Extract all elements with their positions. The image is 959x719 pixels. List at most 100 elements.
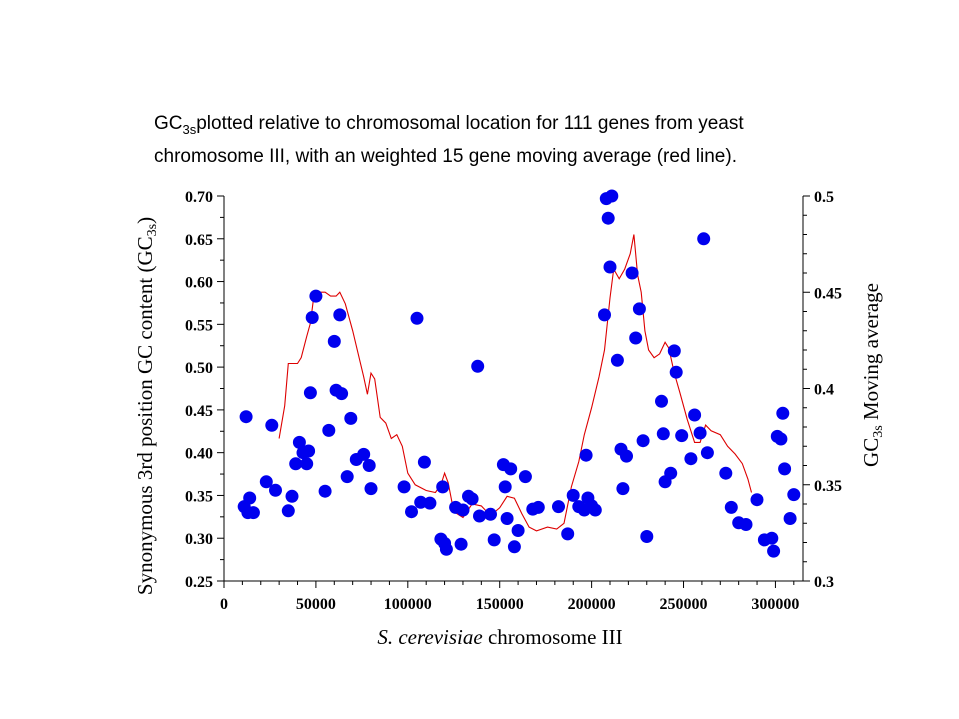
data-point xyxy=(259,475,273,489)
data-point xyxy=(340,470,354,484)
x-tick-label: 50000 xyxy=(296,596,336,613)
y-tick-label: 0.30 xyxy=(185,531,213,548)
data-point xyxy=(246,506,260,520)
y-axis-left-title: Synonymous 3rd position GC content (GC3s… xyxy=(133,217,160,595)
data-point xyxy=(610,353,624,367)
data-point xyxy=(507,540,521,554)
data-point xyxy=(439,542,453,556)
x-axis-title-rest: chromosome III xyxy=(483,625,623,649)
x-axis-title: S. cerevisiae chromosome III xyxy=(377,625,622,649)
y-tick-label: 0.55 xyxy=(185,317,213,334)
data-point xyxy=(776,406,790,420)
data-point xyxy=(629,331,643,345)
data-point xyxy=(265,418,279,432)
chart-title-gc-subscript: 3s xyxy=(182,121,197,137)
y-axis-left-title-main: Synonymous 3rd position GC content (GC xyxy=(133,236,157,595)
data-point xyxy=(281,504,295,518)
data-point xyxy=(309,289,323,303)
y-axis-left-title-close: ) xyxy=(133,217,157,224)
data-point xyxy=(739,518,753,531)
data-point xyxy=(620,449,633,463)
data-point xyxy=(454,537,468,551)
y2-tick-label: 0.3 xyxy=(814,574,834,591)
chart-title-gc: GC xyxy=(154,113,183,134)
y-tick-label: 0.35 xyxy=(185,488,213,505)
data-point xyxy=(783,512,797,525)
data-point xyxy=(243,491,257,505)
data-point xyxy=(787,488,801,502)
data-points-layer xyxy=(237,189,801,558)
y2-tick-label: 0.5 xyxy=(814,189,834,206)
data-point xyxy=(603,260,617,274)
x-tick-label: 200000 xyxy=(568,596,616,613)
y2-tick-label: 0.35 xyxy=(814,478,842,495)
data-point xyxy=(484,507,497,521)
data-point xyxy=(664,466,678,480)
data-point xyxy=(767,544,781,558)
data-point xyxy=(292,435,306,449)
y-axis-left: 0.25 0.30 0.35 0.40 0.45 0.50 0.55 0.60 0.65 0.70 xyxy=(185,189,224,591)
data-point xyxy=(417,455,431,469)
data-point xyxy=(285,489,299,503)
data-point xyxy=(636,434,650,448)
data-point xyxy=(335,387,349,401)
y-tick-label: 0.45 xyxy=(185,403,213,420)
x-axis-title-italic: S. cerevisiae xyxy=(377,625,482,649)
data-point xyxy=(303,386,317,400)
data-point xyxy=(500,512,514,525)
data-point xyxy=(456,503,470,517)
data-point xyxy=(640,530,654,543)
data-point xyxy=(655,394,668,408)
data-point xyxy=(344,411,358,425)
data-point xyxy=(566,488,580,502)
data-point xyxy=(693,426,707,440)
data-point xyxy=(239,410,253,424)
data-point xyxy=(471,359,485,373)
data-point xyxy=(289,457,303,471)
chart-title-line-2: chromosome III, with an weighted 15 gene… xyxy=(154,145,737,167)
data-point xyxy=(487,533,501,547)
y-axis-right-title-gc: GC xyxy=(859,438,883,467)
data-point xyxy=(719,466,733,480)
data-point xyxy=(667,344,681,358)
data-point xyxy=(598,308,611,322)
data-point xyxy=(322,423,336,437)
data-point xyxy=(778,462,792,476)
data-point xyxy=(724,500,738,514)
chart-title-line-1: GC3splotted relative to chromosomal loca… xyxy=(154,110,874,143)
x-tick-label: 300000 xyxy=(751,596,799,613)
data-point xyxy=(669,365,683,379)
y-tick-label: 0.50 xyxy=(185,360,213,377)
data-point xyxy=(364,482,378,496)
data-point xyxy=(684,452,698,466)
data-point xyxy=(632,302,646,316)
data-point xyxy=(552,500,565,514)
data-point xyxy=(511,524,525,537)
y-axis-right: 0.3 0.35 0.4 0.45 0.5 xyxy=(803,189,842,591)
data-point xyxy=(531,500,545,514)
data-point xyxy=(498,480,512,494)
data-point xyxy=(362,459,376,472)
y-axis-right-title: GC3s Moving average xyxy=(859,283,886,467)
x-tick-label: 100000 xyxy=(384,596,432,613)
x-tick-label: 0 xyxy=(220,596,228,613)
moving-average-layer xyxy=(278,234,753,532)
data-point xyxy=(700,446,714,460)
y-tick-label: 0.65 xyxy=(185,232,213,249)
x-axis: 0 50000 100000 150000 200000 250000 300000 xyxy=(220,581,799,613)
data-point xyxy=(269,483,282,497)
data-point xyxy=(300,457,314,471)
data-point xyxy=(675,429,689,443)
data-point xyxy=(405,505,418,519)
data-point xyxy=(465,492,479,506)
data-point xyxy=(688,408,702,422)
y-axis-left-title-subscript: 3s xyxy=(145,224,160,236)
data-point xyxy=(579,448,593,462)
y-tick-label: 0.60 xyxy=(185,275,213,292)
data-point xyxy=(318,484,332,498)
data-point xyxy=(423,496,437,510)
y-axis-right-title-subscript: 3s xyxy=(871,425,886,437)
data-point xyxy=(625,266,639,280)
data-point xyxy=(616,482,630,496)
